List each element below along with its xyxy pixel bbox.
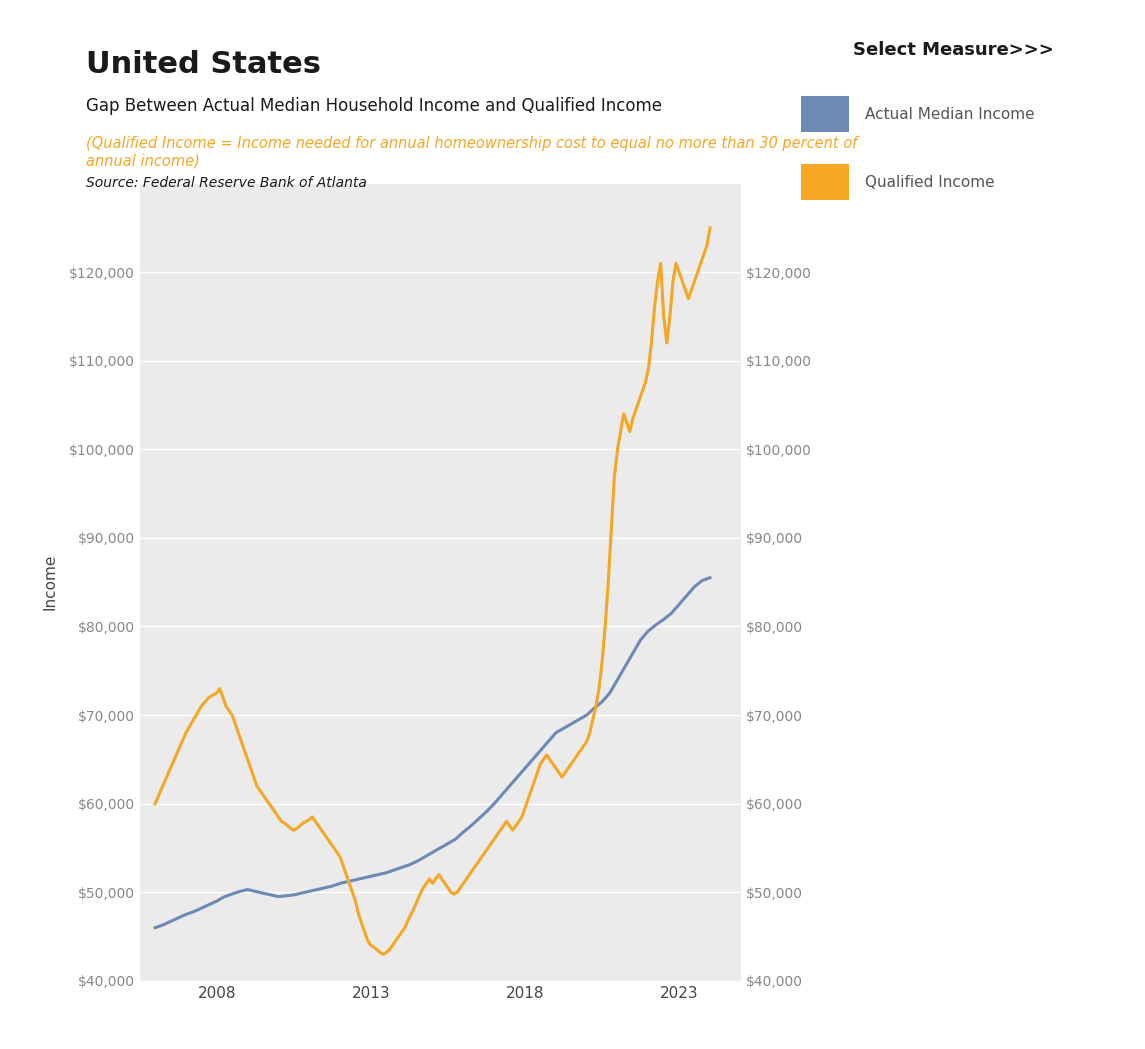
Text: Gap Between Actual Median Household Income and Qualified Income: Gap Between Actual Median Household Inco… — [86, 97, 662, 114]
Y-axis label: Income: Income — [42, 554, 57, 611]
Text: Source: Federal Reserve Bank of Atlanta: Source: Federal Reserve Bank of Atlanta — [86, 176, 366, 190]
Text: United States: United States — [86, 50, 321, 80]
Bar — [802, 95, 848, 132]
Text: Actual Median Income: Actual Median Income — [866, 107, 1035, 122]
Text: (Qualified Income = Income needed for annual homeownership cost to equal no more: (Qualified Income = Income needed for an… — [86, 136, 858, 169]
Text: Select Measure>>>: Select Measure>>> — [853, 41, 1053, 59]
Bar — [802, 164, 848, 200]
Text: Qualified Income: Qualified Income — [866, 174, 995, 190]
